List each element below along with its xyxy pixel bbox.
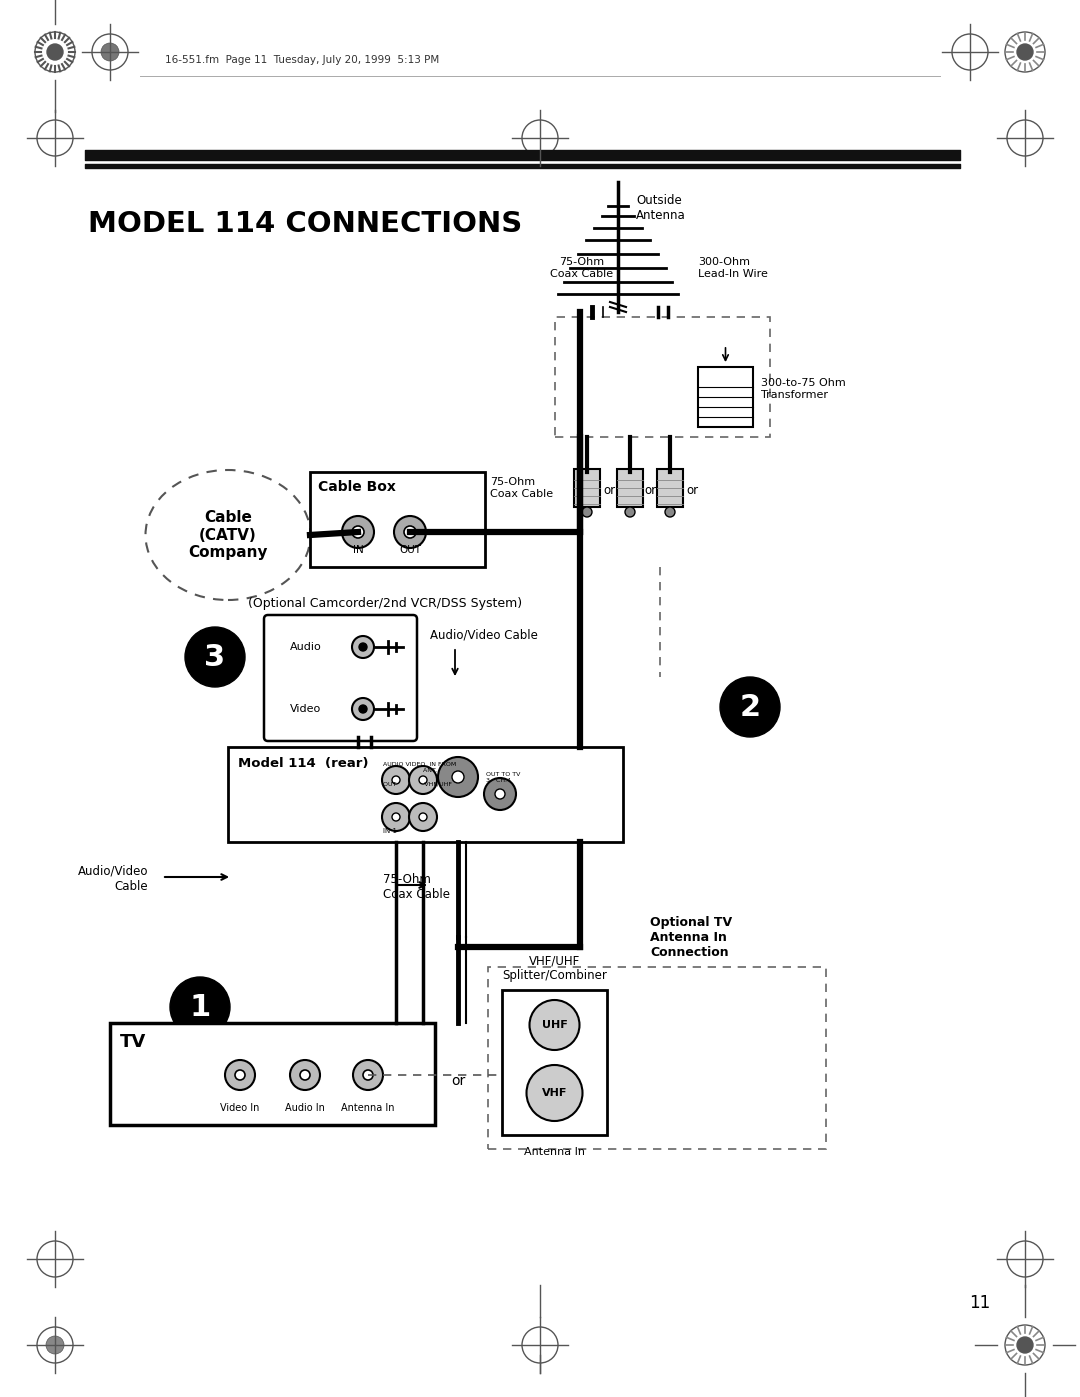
- Circle shape: [352, 698, 374, 719]
- Bar: [110, 1023, 435, 1125]
- Text: (Optional Camcorder/2nd VCR/DSS System): (Optional Camcorder/2nd VCR/DSS System): [248, 597, 522, 610]
- Circle shape: [46, 1336, 64, 1354]
- Text: 1: 1: [189, 992, 211, 1021]
- FancyBboxPatch shape: [264, 615, 417, 740]
- Bar: [228, 747, 623, 842]
- Circle shape: [453, 771, 464, 782]
- Text: OUT TO TV
3   CH.4: OUT TO TV 3 CH.4: [486, 773, 521, 782]
- Bar: [310, 472, 485, 567]
- Circle shape: [1017, 1337, 1032, 1354]
- Text: Audio: Audio: [291, 643, 322, 652]
- Circle shape: [720, 678, 780, 738]
- Circle shape: [225, 1060, 255, 1090]
- Text: Model 114  (rear): Model 114 (rear): [238, 757, 368, 770]
- Circle shape: [625, 507, 635, 517]
- Bar: [698, 367, 753, 427]
- Bar: [502, 990, 607, 1134]
- Text: Cable
(CATV)
Company: Cable (CATV) Company: [188, 510, 268, 560]
- Circle shape: [527, 1065, 582, 1120]
- Text: IN 1: IN 1: [383, 828, 397, 834]
- Text: Optional TV
Antenna In
Connection: Optional TV Antenna In Connection: [650, 916, 732, 958]
- Text: or: or: [450, 1074, 465, 1088]
- Text: 75-Ohm
Coax Cable: 75-Ohm Coax Cable: [383, 873, 450, 901]
- Text: 75-Ohm
Coax Cable: 75-Ohm Coax Cable: [551, 257, 613, 279]
- Text: or: or: [644, 483, 656, 497]
- Text: Cable Box: Cable Box: [318, 481, 396, 495]
- Text: MODEL 114 CONNECTIONS: MODEL 114 CONNECTIONS: [87, 210, 523, 237]
- Text: IN: IN: [353, 545, 363, 555]
- Text: or: or: [603, 483, 616, 497]
- Text: Audio In: Audio In: [285, 1104, 325, 1113]
- Text: Antenna In: Antenna In: [524, 1147, 585, 1157]
- Circle shape: [419, 813, 427, 821]
- Text: 75-Ohm
Coax Cable: 75-Ohm Coax Cable: [490, 476, 553, 499]
- Text: VHF/UHF
Splitter/Combiner: VHF/UHF Splitter/Combiner: [502, 954, 607, 982]
- Text: OUT: OUT: [399, 545, 421, 555]
- Text: Antenna In: Antenna In: [341, 1104, 395, 1113]
- Circle shape: [404, 527, 416, 538]
- Text: 16-551.fm  Page 11  Tuesday, July 20, 1999  5:13 PM: 16-551.fm Page 11 Tuesday, July 20, 1999…: [165, 54, 440, 66]
- Circle shape: [363, 1070, 373, 1080]
- Circle shape: [419, 775, 427, 784]
- Text: VHF: VHF: [542, 1088, 567, 1098]
- Text: or: or: [686, 483, 698, 497]
- Circle shape: [1017, 43, 1032, 60]
- Circle shape: [409, 766, 437, 793]
- Circle shape: [170, 977, 230, 1037]
- Circle shape: [392, 775, 400, 784]
- Text: 3: 3: [204, 643, 226, 672]
- Circle shape: [382, 803, 410, 831]
- Circle shape: [359, 643, 367, 651]
- Text: OUT              VHF/UHF: OUT VHF/UHF: [383, 782, 453, 787]
- Circle shape: [495, 789, 505, 799]
- Circle shape: [484, 778, 516, 810]
- Circle shape: [342, 515, 374, 548]
- Circle shape: [353, 1060, 383, 1090]
- Circle shape: [102, 43, 119, 61]
- Bar: [573, 469, 600, 507]
- Circle shape: [382, 766, 410, 793]
- Circle shape: [352, 527, 364, 538]
- Circle shape: [185, 627, 245, 687]
- Text: Video In: Video In: [220, 1104, 259, 1113]
- Bar: [617, 469, 643, 507]
- Text: 300-Ohm
Lead-In Wire: 300-Ohm Lead-In Wire: [698, 257, 768, 279]
- Circle shape: [392, 813, 400, 821]
- Circle shape: [352, 636, 374, 658]
- Circle shape: [359, 705, 367, 712]
- Text: UHF: UHF: [542, 1020, 567, 1030]
- Circle shape: [409, 803, 437, 831]
- Text: Outside
Antenna: Outside Antenna: [636, 194, 686, 222]
- Text: TV: TV: [120, 1032, 146, 1051]
- Circle shape: [394, 515, 426, 548]
- Circle shape: [235, 1070, 245, 1080]
- Bar: [555, 317, 770, 437]
- Circle shape: [48, 43, 63, 60]
- Text: AUDIO VIDEO  IN FROM
                    ANT.: AUDIO VIDEO IN FROM ANT.: [383, 761, 456, 773]
- Text: 300-to-75 Ohm
Transformer: 300-to-75 Ohm Transformer: [761, 379, 846, 400]
- Text: 11: 11: [969, 1294, 990, 1312]
- Circle shape: [291, 1060, 320, 1090]
- Circle shape: [529, 1000, 580, 1051]
- Circle shape: [438, 757, 478, 798]
- Text: 2: 2: [740, 693, 760, 721]
- Text: Audio/Video Cable: Audio/Video Cable: [430, 629, 538, 643]
- Text: Video: Video: [291, 704, 321, 714]
- Bar: [488, 967, 826, 1148]
- Circle shape: [582, 507, 592, 517]
- Circle shape: [665, 507, 675, 517]
- Circle shape: [300, 1070, 310, 1080]
- Bar: [657, 469, 683, 507]
- Text: Audio/Video
Cable: Audio/Video Cable: [78, 865, 148, 893]
